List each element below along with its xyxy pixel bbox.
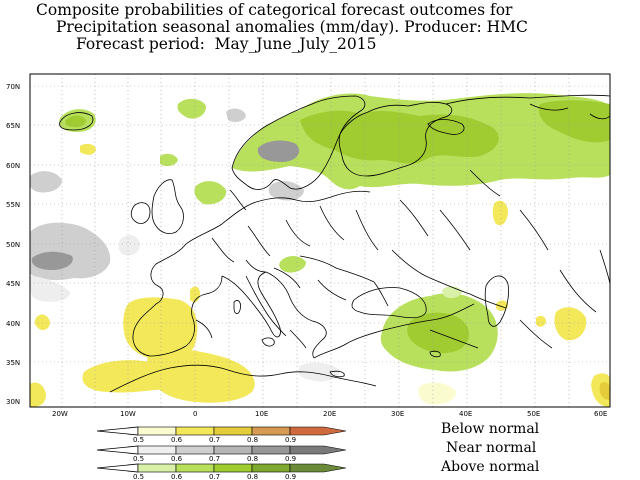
legend-near-tick-2: 0.6 — [171, 455, 183, 463]
probability-shading — [30, 93, 610, 407]
near-normal-region-west — [118, 235, 140, 256]
legend-below-tick-4: 0.8 — [247, 436, 258, 444]
coastlines — [59, 94, 610, 393]
below-normal-region-sw — [30, 382, 46, 407]
legend-below-swatch-4 — [251, 426, 291, 436]
lon-label-60e: 60E — [594, 410, 607, 418]
lon-label-50e: 50E — [527, 410, 540, 418]
near-normal-region-mediterranean — [298, 362, 340, 382]
lat-label-70n: 70N — [6, 83, 20, 91]
legend-above-tick-5: 0.9 — [285, 473, 296, 480]
above-normal-region-north-sea — [194, 181, 227, 205]
lat-label-30n: 30N — [6, 398, 20, 406]
lat-label-65n: 65N — [6, 122, 20, 130]
legend-below-tick-3: 0.7 — [209, 436, 220, 444]
legend-below-swatch-2 — [175, 426, 215, 436]
legend-below-tick-1: 0.5 — [133, 436, 144, 444]
near-normal-region-atlantic-dark — [31, 251, 73, 270]
above-normal-region-iceland-dark — [65, 115, 86, 128]
below-normal-region-iberia — [123, 297, 198, 361]
lat-label-50n: 50N — [6, 241, 20, 249]
near-normal-region-greenland-sea — [30, 171, 62, 193]
lat-label-55n: 55N — [6, 201, 20, 209]
lat-label-40n: 40N — [6, 320, 20, 328]
above-normal-region-norway-sea — [177, 98, 206, 119]
map-grid — [30, 74, 610, 407]
lon-label-10w: 10W — [120, 410, 136, 418]
legend-near-swatch-1 — [137, 445, 177, 455]
lat-label-35n: 35N — [6, 359, 20, 367]
legend-color-bars: 0.5 0.6 0.7 0.8 0.9 0.5 0.6 0.7 0.8 0.9 0.5 0.6 0.7 0… — [96, 426, 347, 480]
legend-near-swatch-5 — [289, 445, 347, 455]
lon-label-0: 0 — [193, 410, 197, 418]
title-line-3: Forecast period: May_June_July_2015 — [76, 35, 377, 53]
legend-above-tick-1: 0.5 — [133, 473, 144, 480]
legend-above-swatch-3 — [213, 463, 253, 473]
below-normal-region-levant — [496, 300, 508, 311]
lon-label-10e: 10E — [255, 410, 268, 418]
legend-below-swatch-1 — [137, 426, 177, 436]
near-normal-region-north — [226, 108, 246, 123]
legend-near-tick-5: 0.9 — [285, 455, 296, 463]
title-line-2: Precipitation seasonal anomalies (mm/day… — [56, 18, 528, 36]
near-normal-region-atlantic-light — [30, 276, 70, 302]
longitude-labels: 20W 10W 0 10E 20E 30E 40E 50E 60E — [52, 410, 607, 418]
near-normal-region-baltic — [268, 181, 304, 201]
below-normal-region-algeria — [147, 348, 255, 403]
legend-near-swatch-3 — [213, 445, 253, 455]
above-normal-region-small-1 — [160, 153, 178, 167]
below-normal-region-iceland-south — [80, 143, 96, 155]
below-normal-region-iran — [554, 307, 587, 341]
map-frame — [29, 73, 611, 408]
legend-below-tick-5: 0.9 — [285, 436, 296, 444]
legend-above-start-arrow — [96, 463, 139, 473]
lon-label-30e: 30E — [391, 410, 404, 418]
lon-label-20w: 20W — [52, 410, 68, 418]
legend-below-start-arrow — [96, 426, 139, 436]
legend-above-tick-3: 0.7 — [209, 473, 220, 480]
legend-above-swatch-5 — [289, 463, 347, 473]
near-normal-region-scandinavia — [257, 140, 300, 162]
legend-near-swatch-2 — [175, 445, 215, 455]
legend-below-swatch-3 — [213, 426, 253, 436]
above-normal-region-east — [538, 100, 610, 143]
below-normal-region-caspian — [492, 200, 508, 226]
lon-label-40e: 40E — [459, 410, 472, 418]
lat-label-60n: 60N — [6, 162, 20, 170]
legend-near-tick-4: 0.8 — [247, 455, 258, 463]
legend-near-tick-3: 0.7 — [209, 455, 220, 463]
legend-near-start-arrow — [96, 445, 139, 455]
legend-below-tick-2: 0.6 — [171, 436, 183, 444]
below-normal-region-east-edge-dark — [599, 382, 610, 400]
lon-label-20e: 20E — [323, 410, 336, 418]
legend-label-near-normal: Near normal — [446, 440, 537, 456]
lat-label-45n: 45N — [6, 280, 20, 288]
above-normal-region-balkans — [279, 256, 306, 273]
legend-near-tick-1: 0.5 — [133, 455, 144, 463]
legend-label-above-normal: Above normal — [441, 459, 540, 475]
map-title: Composite probabilities of categorical f… — [0, 0, 640, 70]
legend-above-swatch-4 — [251, 463, 291, 473]
legend-below-swatch-5 — [289, 426, 347, 436]
below-normal-region-arabia — [536, 315, 546, 327]
below-normal-region-egypt — [418, 382, 456, 405]
legend-above-tick-2: 0.6 — [171, 473, 183, 480]
legend-above-tick-4: 0.8 — [247, 473, 258, 480]
legend-label-below-normal: Below normal — [441, 421, 540, 437]
above-normal-region-north-dark — [300, 110, 499, 164]
title-line-1: Composite probabilities of categorical f… — [36, 1, 513, 19]
below-normal-region-atlantic-small — [34, 314, 50, 330]
legend-near-swatch-4 — [251, 445, 291, 455]
legend-above-swatch-1 — [137, 463, 177, 473]
legend-above-swatch-2 — [175, 463, 215, 473]
latitude-labels: 70N 65N 60N 55N 50N 45N 40N 35N 30N — [6, 83, 20, 406]
